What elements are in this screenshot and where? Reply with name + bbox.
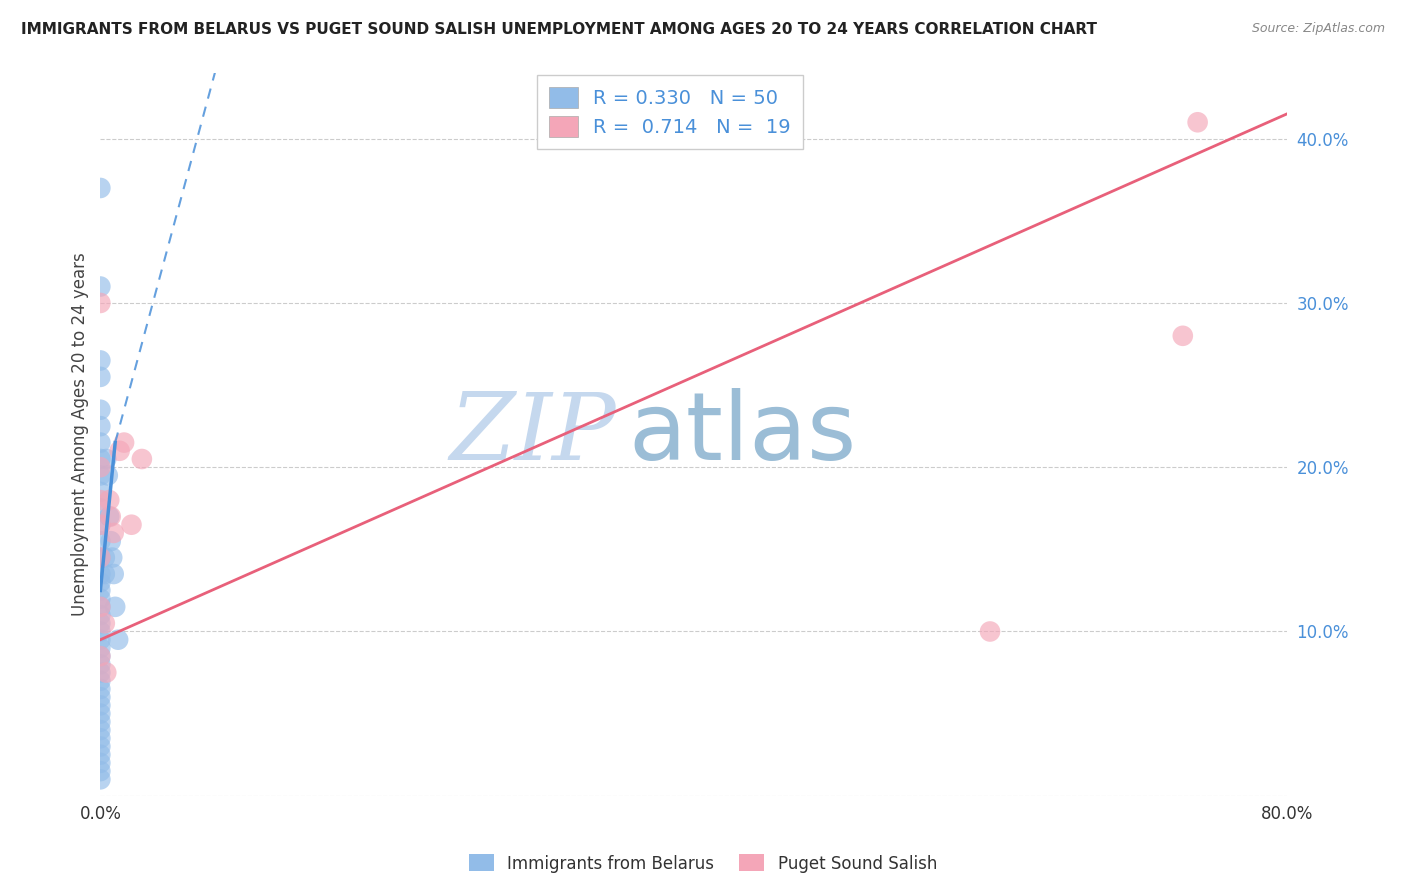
Point bbox=[101, 550, 124, 565]
Point bbox=[89, 575, 111, 590]
Point bbox=[89, 723, 111, 737]
Point bbox=[89, 624, 111, 639]
Point bbox=[89, 599, 111, 614]
Point bbox=[89, 747, 111, 762]
Point bbox=[89, 739, 111, 754]
Point bbox=[89, 616, 111, 631]
Text: IMMIGRANTS FROM BELARUS VS PUGET SOUND SALISH UNEMPLOYMENT AMONG AGES 20 TO 24 Y: IMMIGRANTS FROM BELARUS VS PUGET SOUND S… bbox=[21, 22, 1097, 37]
Point bbox=[98, 493, 121, 508]
Point bbox=[89, 681, 111, 696]
Point bbox=[89, 484, 111, 499]
Point bbox=[89, 698, 111, 713]
Point bbox=[89, 599, 111, 614]
Point bbox=[94, 616, 117, 631]
Point bbox=[89, 566, 111, 581]
Point bbox=[96, 665, 118, 680]
Point bbox=[112, 435, 135, 450]
Point bbox=[89, 756, 111, 770]
Point bbox=[121, 517, 143, 532]
Point bbox=[89, 517, 111, 532]
Point bbox=[89, 649, 111, 664]
Point bbox=[89, 608, 111, 623]
Point bbox=[89, 640, 111, 655]
Point bbox=[89, 517, 111, 532]
Point bbox=[89, 501, 111, 516]
Point bbox=[89, 583, 111, 598]
Point bbox=[89, 370, 111, 384]
Point bbox=[89, 772, 111, 787]
Point bbox=[89, 673, 111, 688]
Point bbox=[89, 731, 111, 746]
Point bbox=[94, 550, 117, 565]
Point bbox=[979, 624, 1001, 639]
Point bbox=[89, 493, 111, 508]
Point bbox=[89, 460, 111, 475]
Text: ZIP: ZIP bbox=[450, 390, 616, 479]
Point bbox=[89, 657, 111, 672]
Point bbox=[107, 632, 129, 647]
Point bbox=[89, 435, 111, 450]
Point bbox=[89, 706, 111, 721]
Point bbox=[89, 690, 111, 705]
Point bbox=[89, 764, 111, 778]
Point bbox=[89, 279, 111, 293]
Y-axis label: Unemployment Among Ages 20 to 24 years: Unemployment Among Ages 20 to 24 years bbox=[72, 252, 89, 616]
Point bbox=[103, 566, 125, 581]
Point bbox=[89, 550, 111, 565]
Point bbox=[94, 566, 117, 581]
Point bbox=[131, 452, 153, 467]
Point bbox=[89, 181, 111, 195]
Point bbox=[97, 468, 120, 483]
Point bbox=[1171, 328, 1194, 343]
Legend: R = 0.330   N = 50, R =  0.714   N =  19: R = 0.330 N = 50, R = 0.714 N = 19 bbox=[537, 76, 803, 149]
Point bbox=[89, 550, 111, 565]
Point bbox=[89, 353, 111, 368]
Point bbox=[89, 468, 111, 483]
Point bbox=[89, 452, 111, 467]
Point bbox=[89, 402, 111, 417]
Point bbox=[89, 296, 111, 310]
Point bbox=[108, 443, 131, 458]
Point bbox=[100, 534, 122, 549]
Point bbox=[1187, 115, 1209, 129]
Point bbox=[89, 714, 111, 729]
Point bbox=[89, 632, 111, 647]
Text: Source: ZipAtlas.com: Source: ZipAtlas.com bbox=[1251, 22, 1385, 36]
Point bbox=[104, 599, 127, 614]
Text: atlas: atlas bbox=[628, 388, 856, 481]
Point bbox=[103, 525, 125, 540]
Legend: Immigrants from Belarus, Puget Sound Salish: Immigrants from Belarus, Puget Sound Sal… bbox=[463, 847, 943, 880]
Point bbox=[98, 509, 121, 524]
Point bbox=[89, 534, 111, 549]
Point bbox=[89, 649, 111, 664]
Point bbox=[89, 419, 111, 434]
Point bbox=[100, 509, 122, 524]
Point bbox=[96, 452, 118, 467]
Point bbox=[89, 665, 111, 680]
Point bbox=[89, 591, 111, 606]
